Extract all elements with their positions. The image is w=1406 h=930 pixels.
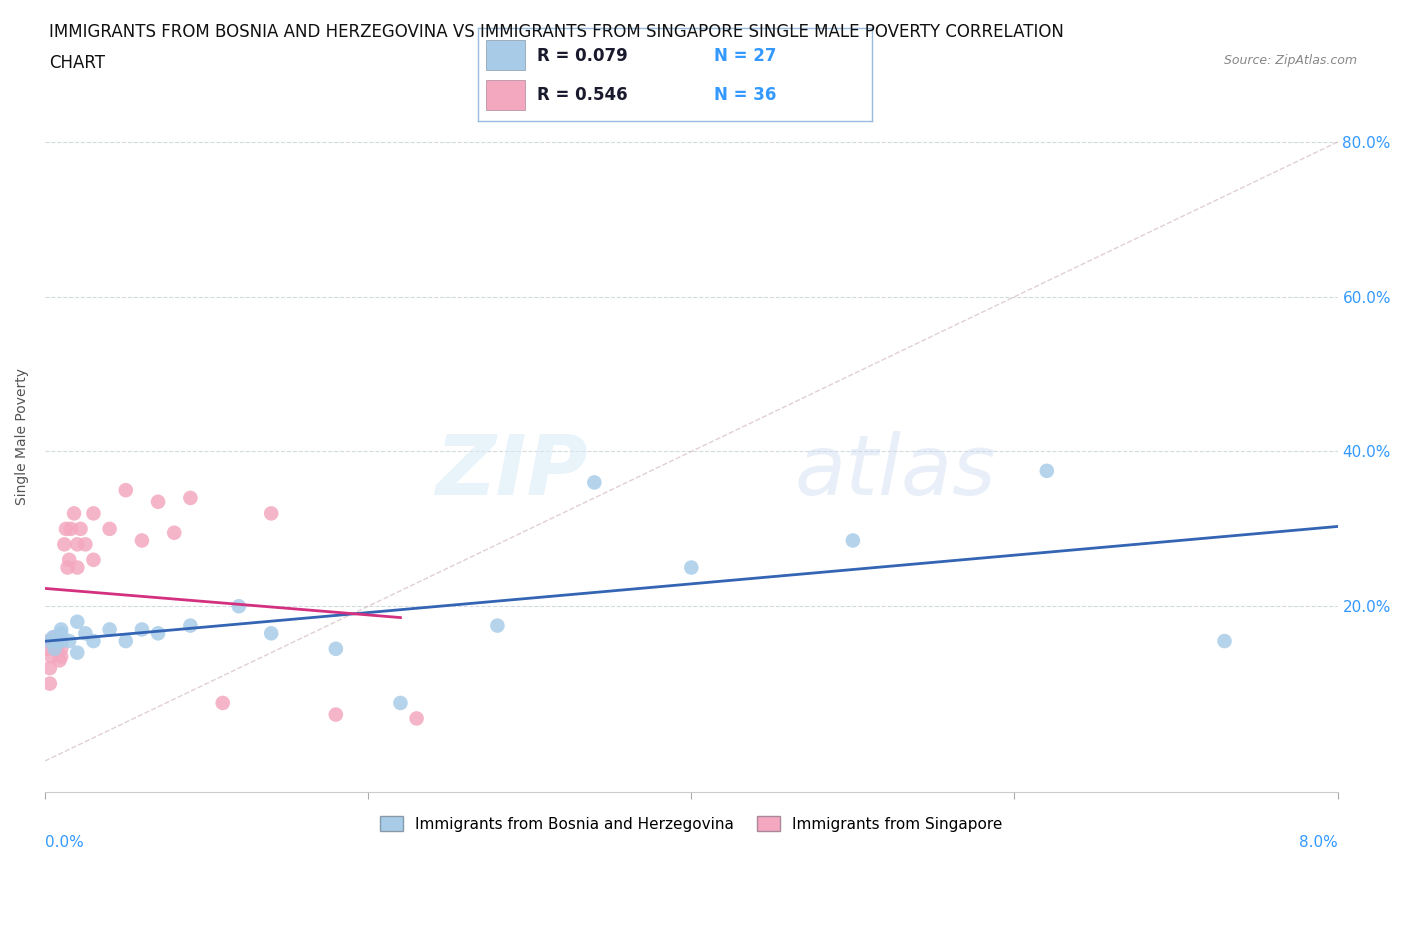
Point [98,522,121,537]
Text: ZIP: ZIP [436,432,588,512]
Point [1213,633,1236,648]
Text: 8.0%: 8.0% [1299,834,1337,850]
Text: Source: ZipAtlas.com: Source: ZipAtlas.com [1223,54,1357,67]
Point [66,645,89,660]
Point [131,622,153,637]
Point [53,537,76,551]
Point [146,626,169,641]
Point [486,618,509,633]
Text: N = 36: N = 36 [714,86,776,104]
Text: R = 0.079: R = 0.079 [537,46,628,65]
Point [211,696,233,711]
Point [114,633,136,648]
Point [55,522,77,537]
Point [44,630,66,644]
Text: R = 0.546: R = 0.546 [537,86,627,104]
Point [179,618,201,633]
Point [59,522,82,537]
Point [82,506,104,521]
Point [98,622,121,637]
Point [842,533,865,548]
Point [389,696,412,711]
Point [82,633,104,648]
Bar [486,40,526,70]
Point [48,653,70,668]
Point [325,642,347,657]
Legend: Immigrants from Bosnia and Herzegovina, Immigrants from Singapore: Immigrants from Bosnia and Herzegovina, … [374,809,1008,838]
Point [114,483,136,498]
Point [146,495,169,510]
Point [42,633,65,648]
Point [66,615,89,630]
Point [131,533,153,548]
Point [49,633,72,648]
Point [58,552,80,567]
Text: 0.0%: 0.0% [45,834,84,850]
Point [66,560,89,575]
Point [38,633,60,648]
Point [42,630,65,644]
Point [49,642,72,657]
Point [46,633,69,648]
Point [163,525,186,540]
Point [49,622,72,637]
Point [49,649,72,664]
Point [583,475,606,490]
Point [75,626,97,641]
Point [681,560,703,575]
Text: CHART: CHART [49,54,105,72]
Text: N = 27: N = 27 [714,46,776,65]
Point [75,537,97,551]
Point [46,633,69,648]
Y-axis label: Single Male Poverty: Single Male Poverty [15,367,30,504]
Point [63,506,86,521]
Point [69,522,91,537]
Point [38,676,60,691]
Point [405,711,427,726]
Point [260,626,283,641]
Point [82,552,104,567]
Point [45,642,67,657]
Point [42,642,65,657]
Point [1036,463,1059,478]
Point [37,633,59,648]
Point [179,490,201,505]
Point [49,626,72,641]
Point [260,506,283,521]
Text: IMMIGRANTS FROM BOSNIA AND HERZEGOVINA VS IMMIGRANTS FROM SINGAPORE SINGLE MALE : IMMIGRANTS FROM BOSNIA AND HERZEGOVINA V… [49,23,1064,41]
Point [41,649,63,664]
Point [66,537,89,551]
Point [325,707,347,722]
Point [228,599,250,614]
Point [56,560,79,575]
Point [44,642,66,657]
Point [38,660,60,675]
Text: atlas: atlas [794,432,997,512]
Point [35,642,58,657]
Point [49,633,72,648]
Point [58,633,80,648]
Bar [486,80,526,110]
